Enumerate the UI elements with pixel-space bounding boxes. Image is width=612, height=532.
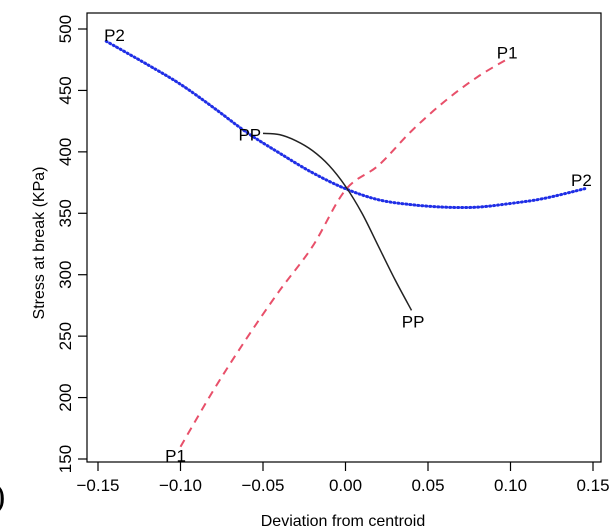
series-label-pp: PP: [402, 312, 425, 331]
panel-mark: ): [0, 478, 5, 515]
plot-frame: [86, 12, 602, 463]
series-line-p2: [104, 39, 587, 210]
y-tick-label: 400: [56, 138, 75, 166]
series-label-p1: P1: [497, 43, 518, 62]
series-label-p1: P1: [165, 446, 186, 465]
series-line-p1: [179, 56, 512, 448]
series-label-layer: P1 P1 P2 P2 PP PP: [104, 26, 592, 465]
x-axis-title: Deviation from centroid: [261, 513, 426, 530]
series-label-p2: P2: [104, 26, 125, 45]
y-tick-label: 300: [56, 261, 75, 289]
y-tick-label: 250: [56, 322, 75, 350]
y-tick-label: 350: [56, 199, 75, 227]
x-tick-label: 0.05: [411, 476, 444, 495]
y-tick-label: 150: [56, 445, 75, 473]
series-line-pp: [262, 132, 413, 311]
x-tick-label: −0.10: [159, 476, 202, 495]
x-axis: −0.15 −0.10 −0.05 0.00 0.05 0.10 0.15: [76, 462, 610, 495]
x-tick-label: 0.10: [494, 476, 527, 495]
y-axis-title: Stress at break (KPa): [31, 167, 48, 320]
y-axis: 150 200 250 300 350 400 450 500: [56, 15, 87, 473]
y-tick-label: 500: [56, 15, 75, 43]
x-tick-label: 0.15: [576, 476, 609, 495]
y-tick-label: 200: [56, 383, 75, 411]
plot-border: [86, 12, 602, 463]
series-label-p2: P2: [571, 171, 592, 190]
series-layer: [104, 39, 587, 448]
y-tick-label: 450: [56, 76, 75, 104]
x-tick-label: −0.15: [76, 476, 119, 495]
series-label-pp: PP: [238, 126, 261, 145]
x-tick-label: 0.00: [329, 476, 362, 495]
x-tick-label: −0.05: [241, 476, 284, 495]
